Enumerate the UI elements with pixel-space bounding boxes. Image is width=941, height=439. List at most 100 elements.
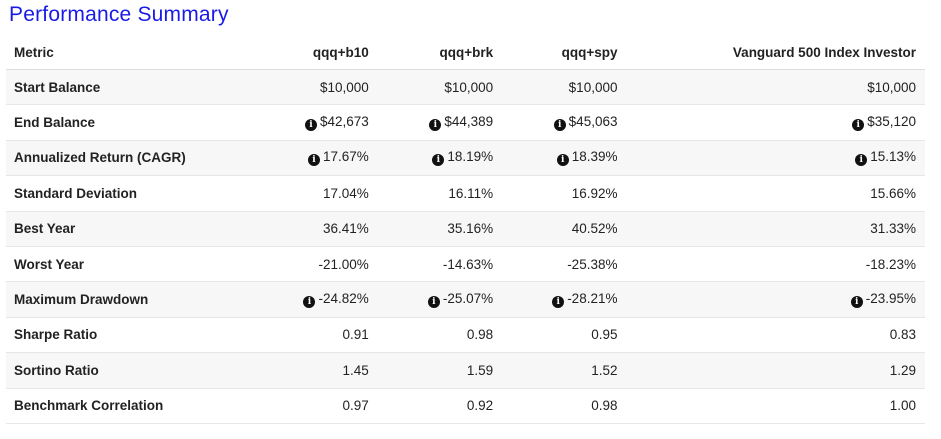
value-cell-qqq-brk: 0.92 xyxy=(377,388,503,424)
value-cell-vanguard-500: -18.23% xyxy=(626,246,925,283)
value-cell-qqq-brk: i -25.07% xyxy=(377,281,503,318)
table-row: Sharpe Ratio 0.91 0.98 0.95 0.83 xyxy=(6,317,925,354)
cell-value: -14.63% xyxy=(442,256,494,272)
info-icon[interactable]: i xyxy=(304,119,317,132)
cell-value: -25.07% xyxy=(442,291,494,307)
table-row: Best Year 36.41% 35.16% 40.52% 31.33% xyxy=(6,211,925,247)
value-cell-vanguard-500: i $35,120 xyxy=(626,104,925,141)
metric-name-cell: Maximum Drawdown xyxy=(6,281,209,318)
info-icon[interactable]: i xyxy=(307,154,320,167)
value-cell-vanguard-500: 0.83 xyxy=(626,317,925,354)
info-icon[interactable]: i xyxy=(852,119,865,132)
value-cell-qqq-spy: i -28.21% xyxy=(502,281,627,318)
metric-name-cell: Annualized Return (CAGR) xyxy=(6,140,209,177)
value-cell-qqq-spy: i 18.39% xyxy=(502,140,627,177)
cell-value: 40.52% xyxy=(571,221,618,237)
value-cell-qqq-b10: i -24.82% xyxy=(208,281,378,318)
metric-name-cell: Worst Year xyxy=(6,246,209,283)
cell-value: -21.00% xyxy=(318,256,369,272)
cell-value: 16.92% xyxy=(571,185,618,201)
metric-name-cell: Sharpe Ratio xyxy=(6,317,209,354)
value-cell-qqq-spy: i $45,063 xyxy=(502,104,627,141)
table-body: Start Balance $10,000 $10,000 $10,000 $10,00… xyxy=(6,69,925,424)
value-cell-vanguard-500: i -23.95% xyxy=(626,281,925,318)
cell-value: -23.95% xyxy=(865,291,916,307)
value-cell-qqq-spy: 16.92% xyxy=(502,175,627,212)
performance-summary-table: Metric qqq+b10 qqq+brk qqq+spy Vanguard … xyxy=(6,36,925,424)
column-header-qqq-spy: qqq+spy xyxy=(502,36,627,70)
metric-name-cell: Start Balance xyxy=(6,69,209,106)
table-row: Standard Deviation 17.04% 16.11% 16.92% 15.6… xyxy=(6,175,925,212)
column-header-vanguard-500: Vanguard 500 Index Investor xyxy=(626,36,925,70)
info-icon[interactable]: i xyxy=(427,296,440,309)
table-row: Worst Year -21.00% -14.63% -25.38% -18.23% xyxy=(6,246,925,283)
value-cell-qqq-b10: i $42,673 xyxy=(208,104,378,141)
metric-name-cell: Sortino Ratio xyxy=(6,352,209,389)
cell-value: 1.59 xyxy=(466,362,494,378)
cell-value: $10,000 xyxy=(444,79,494,95)
value-cell-vanguard-500: 31.33% xyxy=(626,211,925,247)
table-row: Maximum Drawdown i -24.82% i -25.07% i -28.21%… xyxy=(6,281,925,318)
info-icon[interactable]: i xyxy=(552,296,565,309)
info-icon[interactable]: i xyxy=(850,296,863,309)
cell-value: $44,389 xyxy=(444,114,494,130)
value-cell-qqq-spy: 0.98 xyxy=(502,388,627,424)
column-header-qqq-b10: qqq+b10 xyxy=(208,36,378,70)
cell-value: 1.45 xyxy=(342,362,369,378)
value-cell-qqq-brk: 35.16% xyxy=(377,211,503,247)
value-cell-qqq-b10: $10,000 xyxy=(208,69,378,106)
value-cell-vanguard-500: 15.66% xyxy=(626,175,925,212)
value-cell-qqq-spy: 1.52 xyxy=(502,352,627,389)
value-cell-vanguard-500: $10,000 xyxy=(626,69,925,106)
cell-value: 18.19% xyxy=(447,149,494,165)
value-cell-qqq-spy: $10,000 xyxy=(502,69,627,106)
cell-value: 1.00 xyxy=(889,398,916,414)
info-icon[interactable]: i xyxy=(855,154,868,167)
cell-value: 1.29 xyxy=(889,362,916,378)
value-cell-qqq-b10: 1.45 xyxy=(208,352,378,389)
cell-value: $10,000 xyxy=(319,79,369,95)
cell-value: -25.38% xyxy=(567,256,618,272)
cell-value: 0.98 xyxy=(466,327,494,343)
value-cell-qqq-b10: 0.97 xyxy=(208,388,378,424)
table-row: Sortino Ratio 1.45 1.59 1.52 1.29 xyxy=(6,352,925,389)
value-cell-qqq-brk: i $44,389 xyxy=(377,104,503,141)
value-cell-qqq-brk: 0.98 xyxy=(377,317,503,354)
cell-value: 15.13% xyxy=(870,149,916,165)
value-cell-vanguard-500: i 15.13% xyxy=(626,140,925,177)
cell-value: 0.83 xyxy=(889,327,916,343)
metric-name-cell: Best Year xyxy=(6,211,209,247)
value-cell-qqq-spy: -25.38% xyxy=(502,246,627,283)
table-header-row: Metric qqq+b10 qqq+brk qqq+spy Vanguard … xyxy=(6,36,925,70)
info-icon[interactable]: i xyxy=(429,119,442,132)
info-icon[interactable]: i xyxy=(432,154,445,167)
cell-value: -24.82% xyxy=(318,291,369,307)
cell-value: $10,000 xyxy=(867,79,916,95)
value-cell-qqq-b10: 17.04% xyxy=(208,175,378,212)
cell-value: 0.91 xyxy=(342,327,369,343)
metric-name-cell: Standard Deviation xyxy=(6,175,209,212)
table-row: Start Balance $10,000 $10,000 $10,000 $10,00… xyxy=(6,69,925,106)
value-cell-qqq-spy: 40.52% xyxy=(502,211,627,247)
cell-value: -18.23% xyxy=(865,256,916,272)
cell-value: 15.66% xyxy=(870,185,916,201)
page-title: Performance Summary xyxy=(9,3,229,26)
cell-value: 35.16% xyxy=(447,221,494,237)
info-icon[interactable]: i xyxy=(303,296,316,309)
value-cell-qqq-b10: 0.91 xyxy=(208,317,378,354)
metric-name-cell: End Balance xyxy=(6,104,209,141)
value-cell-qqq-brk: 16.11% xyxy=(377,175,503,212)
value-cell-qqq-brk: $10,000 xyxy=(377,69,503,106)
value-cell-qqq-spy: 0.95 xyxy=(502,317,627,354)
column-header-qqq-brk: qqq+brk xyxy=(377,36,503,70)
info-icon[interactable]: i xyxy=(556,154,569,167)
table-row: Annualized Return (CAGR) i 17.67% i 18.19% i 1… xyxy=(6,140,925,177)
cell-value: 0.95 xyxy=(591,327,618,343)
value-cell-vanguard-500: 1.29 xyxy=(626,352,925,389)
value-cell-qqq-b10: i 17.67% xyxy=(208,140,378,177)
info-icon[interactable]: i xyxy=(553,119,566,132)
cell-value: 1.52 xyxy=(591,362,618,378)
value-cell-qqq-brk: -14.63% xyxy=(377,246,503,283)
cell-value: $42,673 xyxy=(319,114,369,130)
cell-value: 0.92 xyxy=(466,398,494,414)
